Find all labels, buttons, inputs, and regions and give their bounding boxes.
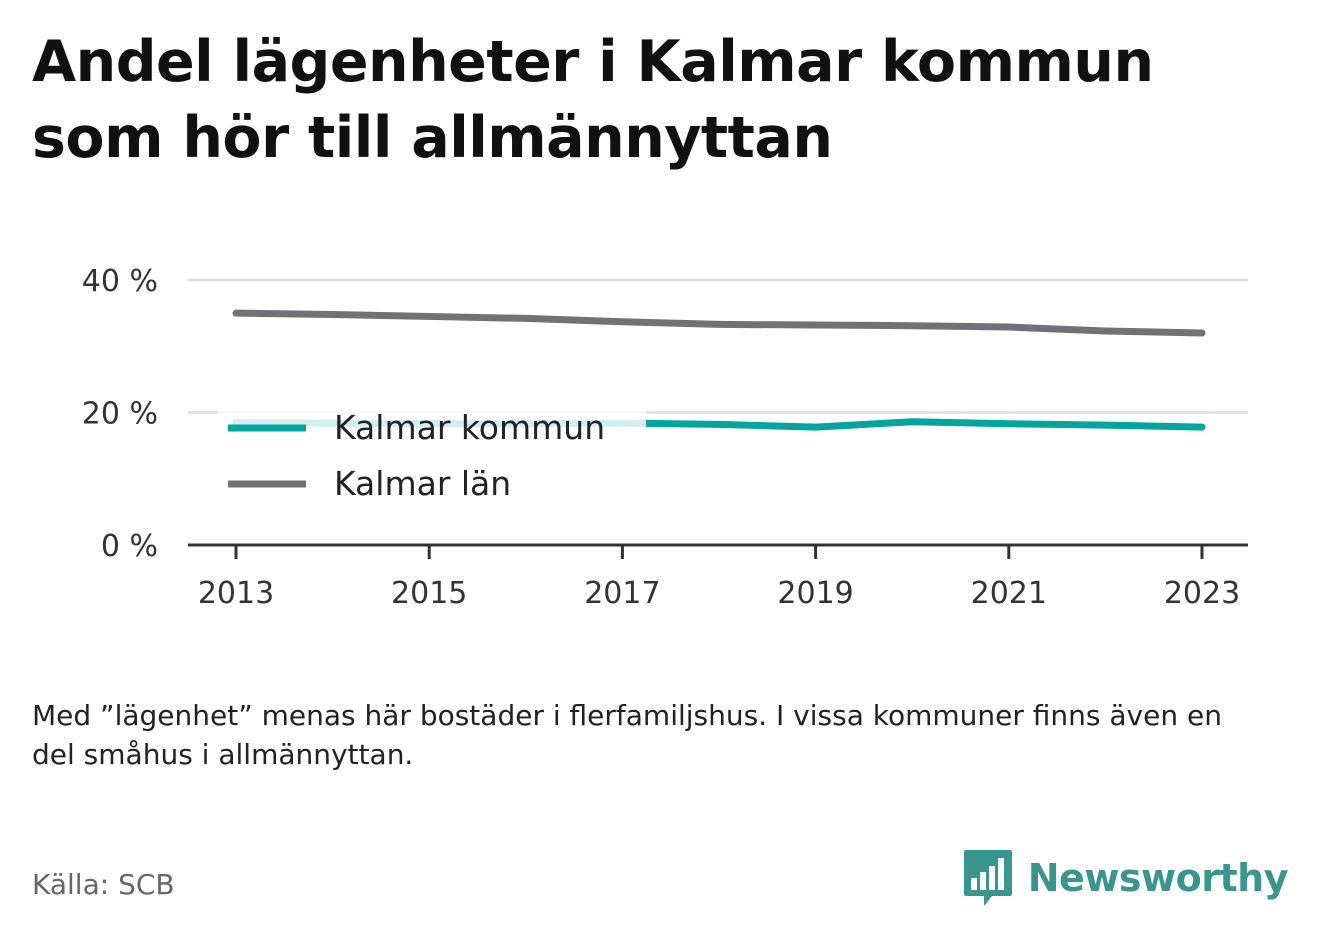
- gridlines: [188, 278, 1248, 414]
- brand-name: Newsworthy: [1027, 856, 1289, 900]
- legend-label: Kalmar kommun: [334, 408, 605, 447]
- x-tick-label: 2017: [584, 576, 660, 611]
- x-tick-label: 2015: [391, 576, 467, 611]
- x-tick-label: 2021: [971, 576, 1047, 611]
- legend: Kalmar kommun Kalmar län: [218, 404, 646, 508]
- y-tick-label: 20 %: [82, 397, 158, 432]
- chart-note: Med ”lägenhet” menas här bostäder i fler…: [32, 699, 1222, 771]
- series-line-kalmar-lan: [232, 309, 1206, 337]
- legend-background: [218, 404, 646, 508]
- y-tick-label: 40 %: [82, 264, 158, 299]
- axes: 0 % 20 % 40 % 2013 2015 2017 2019 2021 2023: [82, 264, 1248, 611]
- line-chart: 0 % 20 % 40 % 2013 2015 2017 2019 2021 2023 Kalm…: [82, 264, 1248, 611]
- x-tick-label: 2013: [198, 576, 274, 611]
- bar-chart-speech-bubble-icon: [963, 850, 1012, 906]
- source-label: Källa: SCB: [32, 868, 175, 901]
- brand-logo[interactable]: Newsworthy: [962, 848, 1289, 908]
- y-tick-label: 0 %: [101, 529, 158, 564]
- x-tick-label: 2019: [777, 576, 853, 611]
- legend-label: Kalmar län: [334, 464, 511, 503]
- chart-title: Andel lägenheter i Kalmar kommun som hör…: [32, 29, 1154, 171]
- x-tick-label: 2023: [1164, 576, 1240, 611]
